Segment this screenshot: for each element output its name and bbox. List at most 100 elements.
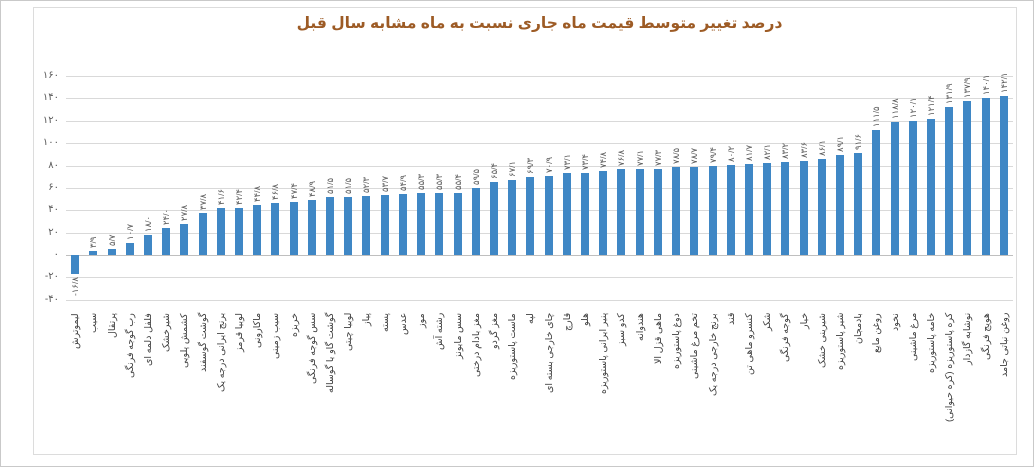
y-tick-label: ۶۰ xyxy=(48,181,59,193)
gridline xyxy=(66,232,1013,234)
bar-value-label: ۱۲۱/۴ xyxy=(926,95,937,117)
bar-value-label: ۹۱/۶ xyxy=(853,133,864,150)
bar xyxy=(143,234,152,255)
bar-value-label: ۸۲/۱ xyxy=(762,144,773,161)
gridline xyxy=(66,165,1013,167)
bar-value-label: ۴۶/۸ xyxy=(270,183,281,200)
category-label: شیر پاستوریزه xyxy=(834,312,846,370)
bar-value-label: ۳۷/۸ xyxy=(197,193,208,210)
category-label: شیرخشک xyxy=(161,313,173,352)
category-label: تخم مرغ ماشینی xyxy=(689,313,701,379)
category-label: لوبیا قرمز xyxy=(234,313,245,352)
bar xyxy=(162,228,171,255)
category-label: گوشت گاو یا گوساله xyxy=(325,312,337,393)
bar xyxy=(854,152,863,255)
y-tick-label: ۸۰ xyxy=(48,159,59,171)
bar xyxy=(253,204,262,255)
bar xyxy=(235,207,243,255)
category-label: هویج فرنگی xyxy=(980,313,992,360)
category-label: قند xyxy=(725,312,737,325)
bar-value-label: ۶۷/۱ xyxy=(507,160,518,177)
bar-value-label: ۳/۹ xyxy=(88,236,99,248)
bar xyxy=(908,120,917,255)
y-tick-label: ۱۲۰ xyxy=(42,114,59,126)
bar-value-label: ۵۹/۵ xyxy=(470,169,481,186)
bar xyxy=(198,212,207,255)
chart-title: درصد تغییر متوسط قیمت ماه جاری نسبت به م… xyxy=(296,15,783,32)
category-label: پیاز xyxy=(361,313,373,326)
bar-value-label: ۱۱۱/۵ xyxy=(871,106,882,128)
y-tick-label: -۴۰ xyxy=(44,293,59,305)
bar xyxy=(890,122,899,255)
category-label: شیرینی خشک xyxy=(816,313,828,368)
bar xyxy=(453,193,462,255)
bar xyxy=(125,243,134,255)
bar xyxy=(89,250,98,255)
bar-value-label: ۱۲۰/۱ xyxy=(907,97,918,118)
bar xyxy=(690,166,699,255)
bar xyxy=(945,107,954,255)
bar xyxy=(653,168,662,255)
bar xyxy=(744,163,753,255)
y-tick-label: ۱۶۰ xyxy=(42,70,59,81)
category-label: مغز بادام درختی xyxy=(470,313,482,377)
category-label: سیب زمینی xyxy=(270,312,282,359)
category-label: نوشابه گازدار xyxy=(962,312,974,365)
bar-value-label: ۸۰/۲ xyxy=(725,146,736,163)
category-label: پنیر ایرانی پاستوریزه xyxy=(598,312,610,394)
category-label: خامه پاستوریزه xyxy=(926,312,938,373)
bar xyxy=(435,193,444,255)
bar xyxy=(471,188,480,255)
bar-value-label: ۷۶/۸ xyxy=(616,150,627,167)
bar-value-label: ۵/۷ xyxy=(106,234,117,246)
bar-value-label: ۸۳/۲ xyxy=(780,142,791,159)
bar-value-label: -۱۶/۸ xyxy=(70,276,81,296)
category-label: گوجه فرنگی xyxy=(780,313,792,362)
gridline xyxy=(66,210,1013,212)
bar xyxy=(781,161,790,255)
category-label: خربزه xyxy=(288,313,300,337)
bar xyxy=(526,177,535,255)
bar-value-label: ۵۵/۳ xyxy=(416,174,427,191)
bar-value-label: ۸۳/۶ xyxy=(798,142,809,159)
bar xyxy=(307,200,316,255)
bar xyxy=(562,173,571,255)
bar-value-label: ۵۱/۵ xyxy=(325,178,336,195)
bar-value-label: ۲۴/۰ xyxy=(161,209,172,226)
bar-value-label: ۸۹/۱ xyxy=(834,136,845,153)
category-label: شکر xyxy=(762,312,774,331)
bar-value-label: ۱۴۰/۱ xyxy=(980,74,991,96)
category-label: هندوانه xyxy=(634,313,646,341)
bar xyxy=(544,175,553,255)
bar-value-label: ۴۴/۸ xyxy=(252,185,263,202)
bar xyxy=(999,96,1008,255)
bar-value-label: ۶۹/۳ xyxy=(525,158,536,175)
category-label: کنسرو ماهی تن xyxy=(743,313,755,375)
bar-value-label: ۶۵/۴ xyxy=(488,162,499,179)
bar-value-label: ۴۸/۹ xyxy=(306,181,317,198)
bar xyxy=(180,223,189,255)
bar xyxy=(599,171,608,255)
bar-value-label: ۱۱۸/۸ xyxy=(889,98,900,120)
category-label: مغز گردو xyxy=(488,312,500,349)
bar xyxy=(344,197,353,255)
gridline xyxy=(66,143,1013,145)
bar-value-label: ۷۹/۴ xyxy=(707,147,718,164)
y-tick-label: ۱۰۰ xyxy=(42,137,59,149)
category-label: روغن نباتی جامد xyxy=(998,312,1010,377)
bar-value-label: ۲۷/۸ xyxy=(179,204,190,221)
bar xyxy=(417,193,426,255)
bar xyxy=(763,163,772,255)
bar-value-label: ۴۲/۴ xyxy=(234,188,244,205)
bar-value-label: ۷۸/۵ xyxy=(671,148,682,165)
category-label: ماهی قزل الا xyxy=(652,313,664,364)
bar-value-label: ۷۰/۹ xyxy=(543,156,554,173)
category-label: برنج ایرانی درجه یک xyxy=(215,312,227,392)
category-label: لوبیا چیتی xyxy=(343,312,355,351)
bar xyxy=(799,161,808,255)
category-label: ماکارونی xyxy=(252,312,264,348)
bar xyxy=(817,158,826,255)
bar xyxy=(672,167,681,255)
category-label: سس مایونز xyxy=(452,312,464,359)
category-label: رب گوجه فرنگی xyxy=(124,313,136,378)
